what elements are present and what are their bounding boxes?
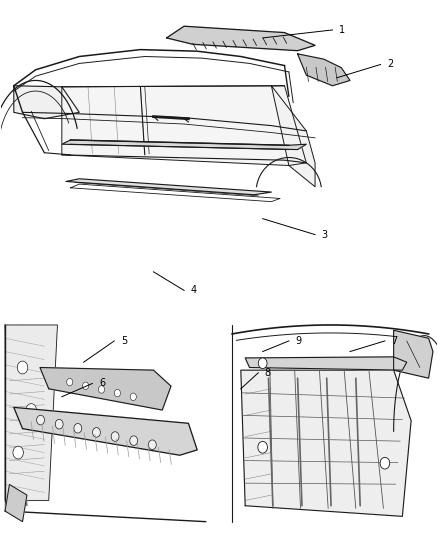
Text: 1: 1	[339, 25, 345, 35]
Text: 7: 7	[392, 336, 398, 346]
Polygon shape	[5, 325, 57, 500]
Circle shape	[130, 393, 136, 400]
Polygon shape	[62, 140, 306, 150]
Text: 6: 6	[99, 378, 105, 389]
Text: 4: 4	[191, 286, 197, 295]
Circle shape	[74, 424, 82, 433]
Polygon shape	[166, 26, 315, 51]
Circle shape	[258, 441, 268, 453]
Circle shape	[111, 432, 119, 441]
Polygon shape	[62, 86, 306, 165]
Polygon shape	[394, 330, 433, 378]
Circle shape	[37, 415, 45, 425]
Text: 3: 3	[321, 230, 328, 240]
Polygon shape	[272, 86, 315, 187]
Polygon shape	[14, 86, 79, 119]
Polygon shape	[40, 368, 171, 410]
Circle shape	[92, 427, 100, 437]
Circle shape	[55, 419, 63, 429]
Circle shape	[114, 390, 120, 397]
Polygon shape	[5, 484, 27, 522]
Circle shape	[258, 358, 267, 368]
Polygon shape	[241, 370, 411, 516]
Circle shape	[17, 361, 28, 374]
Circle shape	[83, 382, 88, 390]
Circle shape	[380, 457, 390, 469]
Text: 8: 8	[265, 368, 271, 378]
Text: 2: 2	[387, 60, 393, 69]
Polygon shape	[245, 357, 407, 370]
Polygon shape	[297, 54, 350, 86]
Circle shape	[130, 436, 138, 446]
Circle shape	[148, 440, 156, 449]
Circle shape	[67, 378, 73, 386]
Polygon shape	[66, 179, 272, 195]
Circle shape	[26, 403, 36, 416]
Text: 5: 5	[121, 336, 127, 346]
Circle shape	[99, 386, 105, 393]
Polygon shape	[14, 407, 197, 455]
Circle shape	[13, 446, 23, 459]
Text: 9: 9	[295, 336, 301, 346]
